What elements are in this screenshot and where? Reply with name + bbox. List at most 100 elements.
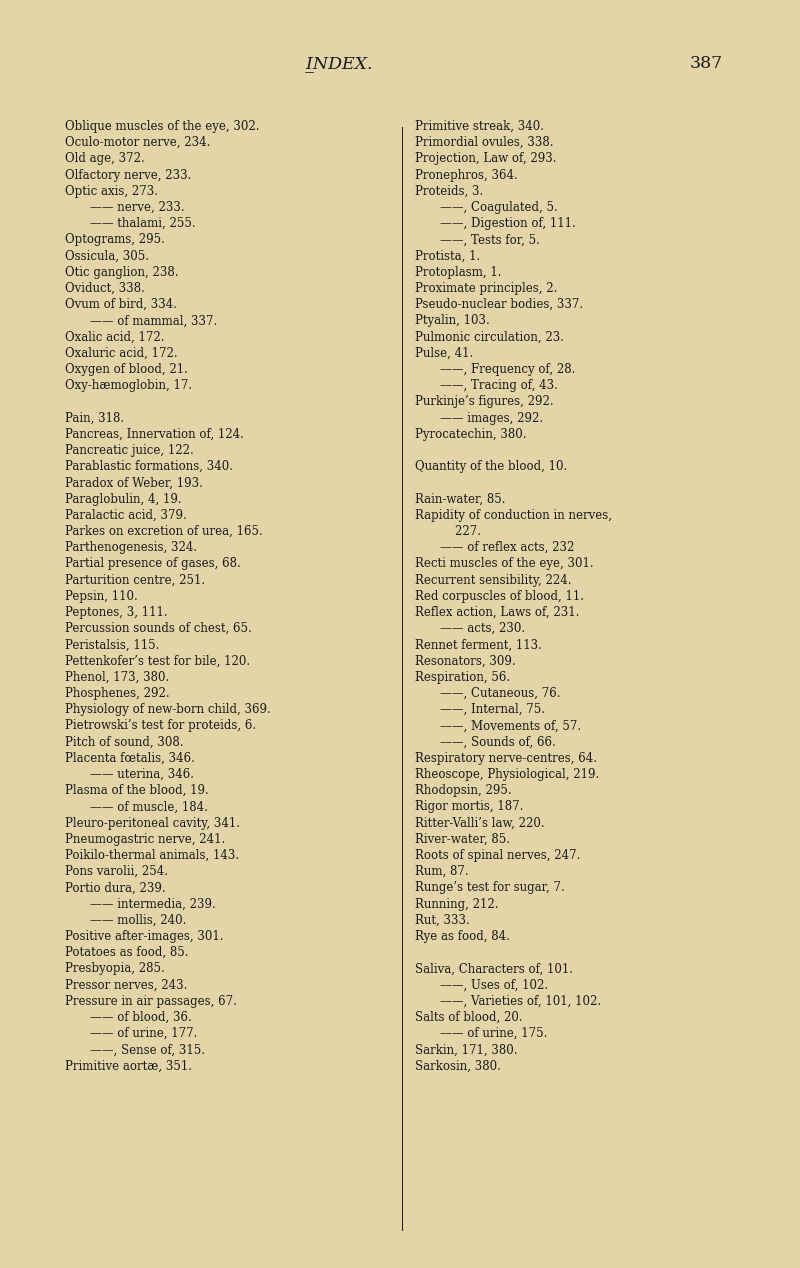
Text: Ptyalin, 103.: Ptyalin, 103. [415,314,490,327]
Text: Rye as food, 84.: Rye as food, 84. [415,929,510,943]
Text: Poikilo-thermal animals, 143.: Poikilo-thermal animals, 143. [65,850,239,862]
Text: Oxygen of blood, 21.: Oxygen of blood, 21. [65,363,188,377]
Text: —— of muscle, 184.: —— of muscle, 184. [90,800,208,813]
Text: Saliva, Characters of, 101.: Saliva, Characters of, 101. [415,962,573,975]
Text: Physiology of new-born child, 369.: Physiology of new-born child, 369. [65,704,270,716]
Text: Oxalic acid, 172.: Oxalic acid, 172. [65,331,165,344]
Text: Rum, 87.: Rum, 87. [415,865,469,879]
Text: Resonators, 309.: Resonators, 309. [415,654,516,667]
Text: Red corpuscles of blood, 11.: Red corpuscles of blood, 11. [415,590,584,602]
Text: Quantity of the blood, 10.: Quantity of the blood, 10. [415,460,567,473]
Text: Optograms, 295.: Optograms, 295. [65,233,165,246]
Text: Oculo-motor nerve, 234.: Oculo-motor nerve, 234. [65,136,210,150]
Text: Pseudo-nuclear bodies, 337.: Pseudo-nuclear bodies, 337. [415,298,583,311]
Text: Percussion sounds of chest, 65.: Percussion sounds of chest, 65. [65,623,252,635]
Text: —— of mammal, 337.: —— of mammal, 337. [90,314,218,327]
Text: Pressure in air passages, 67.: Pressure in air passages, 67. [65,995,237,1008]
Text: Pietrowski’s test for proteids, 6.: Pietrowski’s test for proteids, 6. [65,719,256,733]
Text: Oblique muscles of the eye, 302.: Oblique muscles of the eye, 302. [65,120,259,133]
Text: —— of urine, 175.: —— of urine, 175. [440,1027,547,1040]
Text: —— thalami, 255.: —— thalami, 255. [90,217,196,231]
Text: Pancreas, Innervation of, 124.: Pancreas, Innervation of, 124. [65,427,244,441]
Text: ——, Coagulated, 5.: ——, Coagulated, 5. [440,202,558,214]
Text: ——, Varieties of, 101, 102.: ——, Varieties of, 101, 102. [440,995,601,1008]
Text: Pressor nerves, 243.: Pressor nerves, 243. [65,979,187,992]
Text: Phosphenes, 292.: Phosphenes, 292. [65,687,170,700]
Text: Ritter-Valli’s law, 220.: Ritter-Valli’s law, 220. [415,817,545,829]
Text: Pain, 318.: Pain, 318. [65,412,124,425]
Text: Phenol, 173, 380.: Phenol, 173, 380. [65,671,170,683]
Text: Potatoes as food, 85.: Potatoes as food, 85. [65,946,189,959]
Text: Rapidity of conduction in nerves,: Rapidity of conduction in nerves, [415,508,612,522]
Text: Projection, Law of, 293.: Projection, Law of, 293. [415,152,557,165]
Text: ——, Sounds of, 66.: ——, Sounds of, 66. [440,735,556,748]
Text: 387: 387 [690,55,723,72]
Text: Partial presence of gases, 68.: Partial presence of gases, 68. [65,558,241,571]
Text: —— of urine, 177.: —— of urine, 177. [90,1027,198,1040]
Text: —— images, 292.: —— images, 292. [440,412,543,425]
Text: Pons varolii, 254.: Pons varolii, 254. [65,865,168,879]
Text: ——, Tracing of, 43.: ——, Tracing of, 43. [440,379,558,392]
Text: Recurrent sensibility, 224.: Recurrent sensibility, 224. [415,573,571,587]
Text: Parablastic formations, 340.: Parablastic formations, 340. [65,460,233,473]
Text: —— uterina, 346.: —— uterina, 346. [90,768,194,781]
Text: —— of blood, 36.: —— of blood, 36. [90,1011,192,1025]
Text: Runge’s test for sugar, 7.: Runge’s test for sugar, 7. [415,881,565,894]
Text: —— mollis, 240.: —— mollis, 240. [90,914,186,927]
Text: Reflex action, Laws of, 231.: Reflex action, Laws of, 231. [415,606,579,619]
Text: —— of reflex acts, 232: —— of reflex acts, 232 [440,541,574,554]
Text: Ovum of bird, 334.: Ovum of bird, 334. [65,298,177,311]
Text: Pulmonic circulation, 23.: Pulmonic circulation, 23. [415,331,564,344]
Text: Rut, 333.: Rut, 333. [415,914,470,927]
Text: Peptones, 3, 111.: Peptones, 3, 111. [65,606,168,619]
Text: Oxaluric acid, 172.: Oxaluric acid, 172. [65,347,178,360]
Text: Portio dura, 239.: Portio dura, 239. [65,881,166,894]
Text: ——, Cutaneous, 76.: ——, Cutaneous, 76. [440,687,561,700]
Text: Rain-water, 85.: Rain-water, 85. [415,492,506,506]
Text: ——, Frequency of, 28.: ——, Frequency of, 28. [440,363,575,377]
Text: —— nerve, 233.: —— nerve, 233. [90,202,185,214]
Text: —— intermedia, 239.: —— intermedia, 239. [90,898,216,910]
Text: Peristalsis, 115.: Peristalsis, 115. [65,638,159,652]
Text: ——, Uses of, 102.: ——, Uses of, 102. [440,979,548,992]
Text: Optic axis, 273.: Optic axis, 273. [65,185,158,198]
Text: Presbyopia, 285.: Presbyopia, 285. [65,962,165,975]
Text: Pneumogastric nerve, 241.: Pneumogastric nerve, 241. [65,833,226,846]
Text: Parthenogenesis, 324.: Parthenogenesis, 324. [65,541,197,554]
Text: Sarkin, 171, 380.: Sarkin, 171, 380. [415,1044,518,1056]
Text: Rigor mortis, 187.: Rigor mortis, 187. [415,800,523,813]
Text: Pleuro-peritoneal cavity, 341.: Pleuro-peritoneal cavity, 341. [65,817,240,829]
Text: Parturition centre, 251.: Parturition centre, 251. [65,573,205,587]
Text: Pettenkofer’s test for bile, 120.: Pettenkofer’s test for bile, 120. [65,654,250,667]
Text: Parkes on excretion of urea, 165.: Parkes on excretion of urea, 165. [65,525,262,538]
Text: Purkinje’s figures, 292.: Purkinje’s figures, 292. [415,396,554,408]
Text: Placenta fœtalis, 346.: Placenta fœtalis, 346. [65,752,195,765]
Text: Pronephros, 364.: Pronephros, 364. [415,169,518,181]
Text: Rennet ferment, 113.: Rennet ferment, 113. [415,638,542,652]
Text: ——, Sense of, 315.: ——, Sense of, 315. [90,1044,205,1056]
Text: Rhodopsin, 295.: Rhodopsin, 295. [415,784,512,798]
Text: Proximate principles, 2.: Proximate principles, 2. [415,281,558,295]
Text: Running, 212.: Running, 212. [415,898,498,910]
Text: Rheoscope, Physiological, 219.: Rheoscope, Physiological, 219. [415,768,599,781]
Text: —— acts, 230.: —— acts, 230. [440,623,525,635]
Text: Sarkosin, 380.: Sarkosin, 380. [415,1060,501,1073]
Text: Pulse, 41.: Pulse, 41. [415,347,474,360]
Text: ——, Digestion of, 111.: ——, Digestion of, 111. [440,217,576,231]
Text: Paradox of Weber, 193.: Paradox of Weber, 193. [65,477,203,489]
Text: Pancreatic juice, 122.: Pancreatic juice, 122. [65,444,194,456]
Text: Primordial ovules, 338.: Primordial ovules, 338. [415,136,554,150]
Text: Paralactic acid, 379.: Paralactic acid, 379. [65,508,186,522]
Text: Pyrocatechin, 380.: Pyrocatechin, 380. [415,427,526,441]
Text: Roots of spinal nerves, 247.: Roots of spinal nerves, 247. [415,850,580,862]
Text: Respiratory nerve-centres, 64.: Respiratory nerve-centres, 64. [415,752,597,765]
Text: Recti muscles of the eye, 301.: Recti muscles of the eye, 301. [415,558,594,571]
Text: Primitive aortæ, 351.: Primitive aortæ, 351. [65,1060,192,1073]
Text: Ossicula, 305.: Ossicula, 305. [65,250,149,262]
Text: Respiration, 56.: Respiration, 56. [415,671,510,683]
Text: ——, Movements of, 57.: ——, Movements of, 57. [440,719,581,733]
Text: Primitive streak, 340.: Primitive streak, 340. [415,120,544,133]
Text: Positive after-images, 301.: Positive after-images, 301. [65,929,223,943]
Text: Protista, 1.: Protista, 1. [415,250,480,262]
Text: Plasma of the blood, 19.: Plasma of the blood, 19. [65,784,209,798]
